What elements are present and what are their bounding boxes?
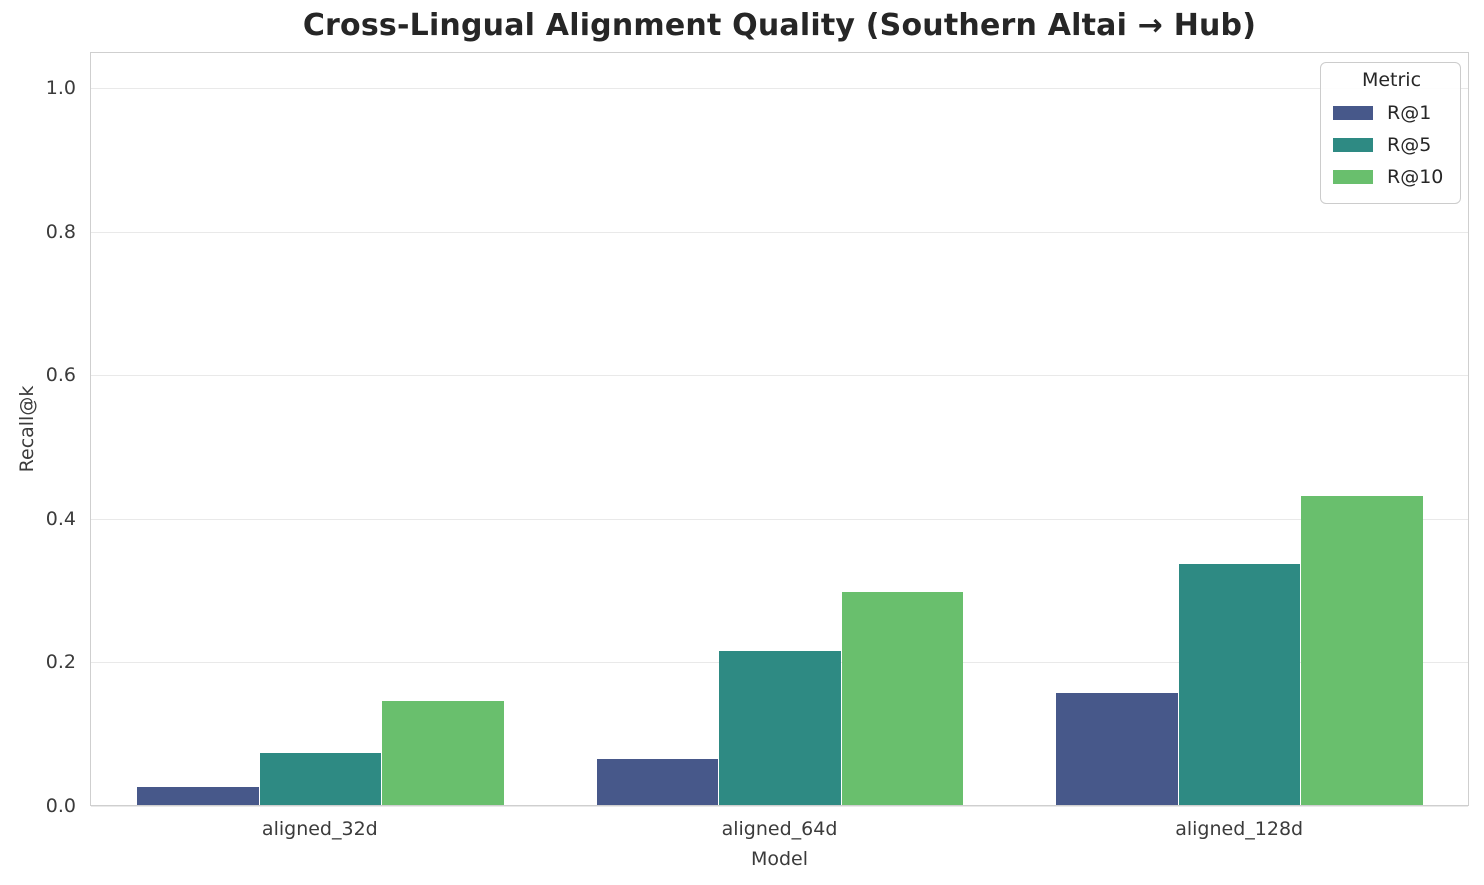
- y-tick-label-0.0: 0.0: [45, 795, 76, 817]
- x-tick-label-aligned_128d: aligned_128d: [1175, 818, 1304, 840]
- bar-aligned_32d-R@1: [136, 787, 259, 805]
- legend-swatch-R@10: [1333, 170, 1373, 184]
- gridline-0.8: [91, 231, 1468, 233]
- y-axis-label: Recall@k: [16, 385, 38, 473]
- legend-item-R@10: R@10: [1333, 161, 1450, 193]
- legend: Metric R@1 R@5 R@10: [1320, 62, 1461, 204]
- x-axis-label: Model: [750, 848, 809, 870]
- legend-swatch-R@5: [1333, 138, 1373, 152]
- y-tick-label-0.8: 0.8: [45, 220, 76, 243]
- x-tick-label-aligned_64d: aligned_64d: [721, 818, 838, 840]
- bar-aligned_32d-R@5: [259, 753, 382, 805]
- bar-aligned_128d-R@1: [1056, 693, 1178, 805]
- plot-area: Metric R@1 R@5 R@10: [90, 52, 1469, 807]
- bar-aligned_128d-R@10: [1301, 496, 1424, 805]
- legend-label-R@5: R@5: [1387, 134, 1432, 156]
- gridline-1.0: [91, 87, 1468, 89]
- legend-swatch-R@1: [1333, 106, 1373, 120]
- legend-item-R@5: R@5: [1333, 129, 1450, 161]
- y-tick-label-1.0: 1.0: [45, 76, 76, 99]
- legend-label-R@10: R@10: [1387, 166, 1444, 188]
- x-tick-label-aligned_32d: aligned_32d: [261, 818, 378, 840]
- gridline-0.0: [91, 806, 1468, 807]
- bar-aligned_128d-R@5: [1178, 564, 1301, 805]
- bar-aligned_64d-R@1: [596, 759, 719, 805]
- chart-title: Cross-Lingual Alignment Quality (Souther…: [302, 8, 1257, 43]
- legend-item-R@1: R@1: [1333, 97, 1450, 129]
- gridline-0.6: [91, 375, 1468, 377]
- gridline-0.4: [91, 518, 1468, 520]
- bar-aligned_64d-R@5: [719, 651, 841, 805]
- bar-aligned_64d-R@10: [841, 592, 964, 805]
- y-tick-label-0.6: 0.6: [45, 364, 76, 387]
- legend-title: Metric: [1361, 69, 1422, 91]
- bar-aligned_32d-R@10: [382, 701, 504, 805]
- legend-items: R@1 R@5 R@10: [1333, 97, 1450, 193]
- legend-label-R@1: R@1: [1387, 102, 1432, 124]
- y-tick-label-0.4: 0.4: [45, 507, 76, 530]
- y-tick-label-0.2: 0.2: [45, 651, 76, 674]
